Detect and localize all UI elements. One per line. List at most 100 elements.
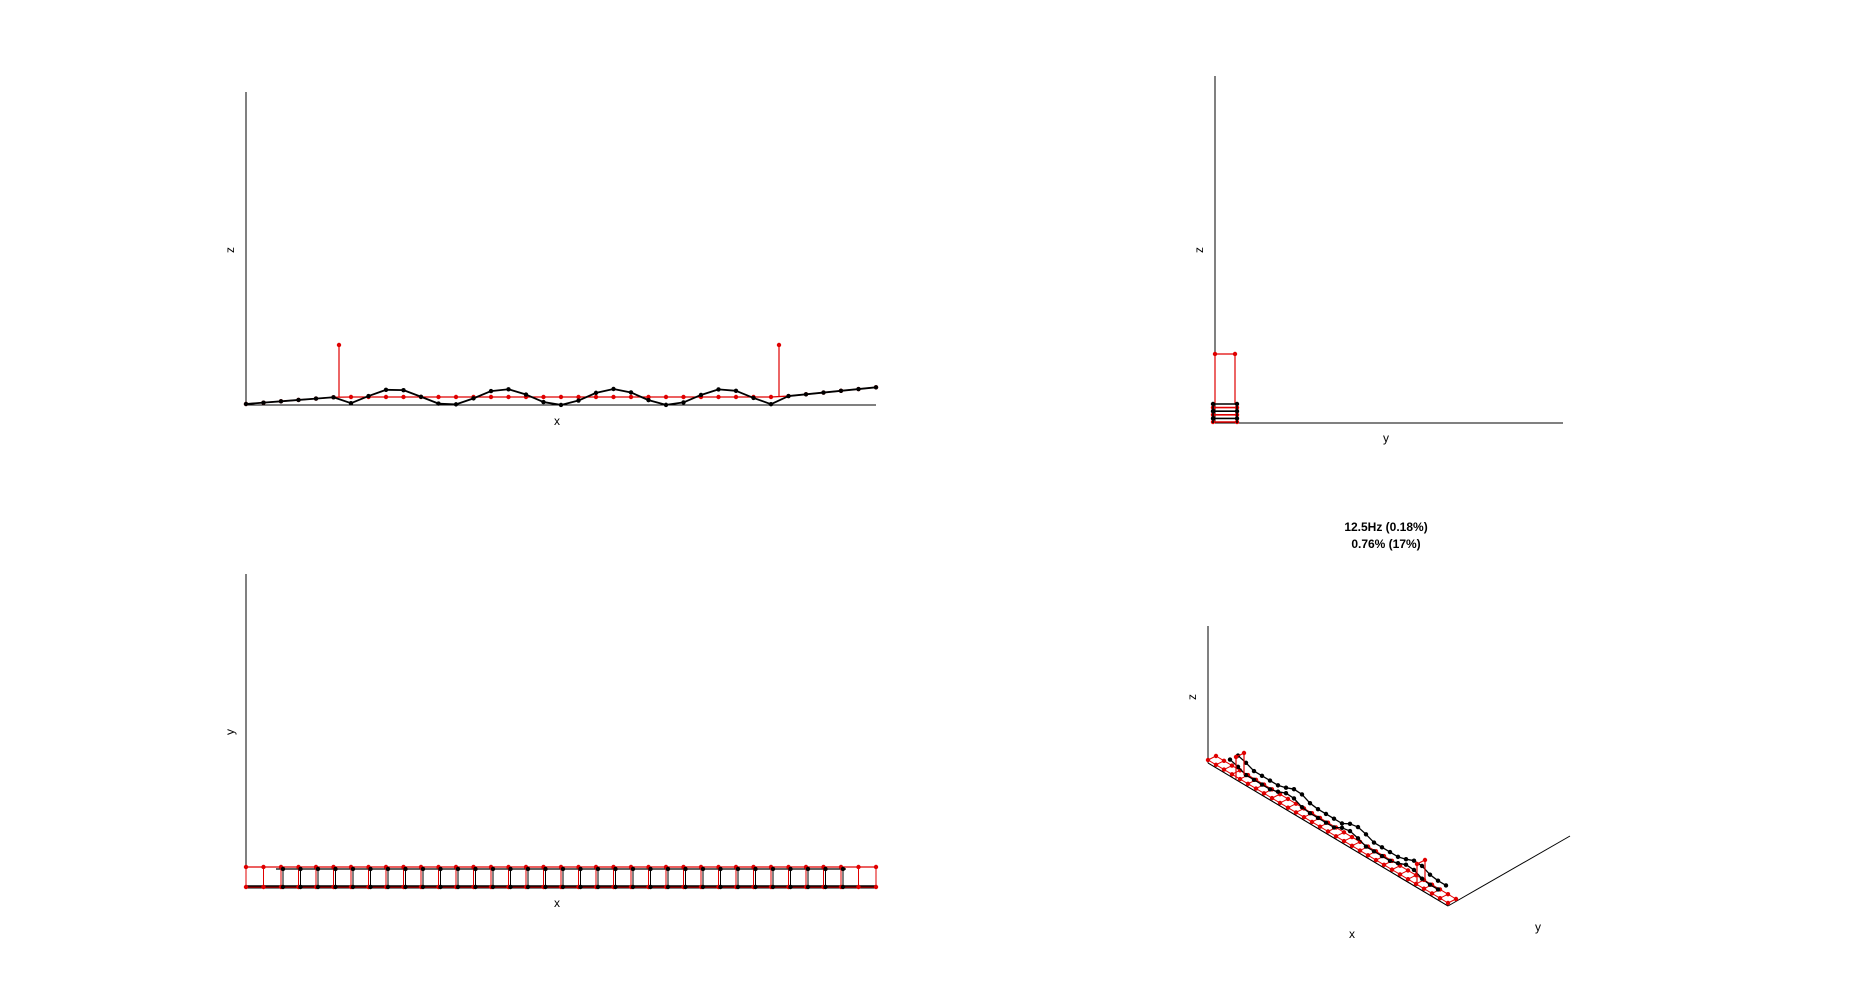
undeformed-node bbox=[261, 864, 266, 870]
deformed-node bbox=[770, 866, 776, 872]
deformed-deck-node bbox=[471, 396, 476, 401]
yz-z-axis-label: z bbox=[1192, 247, 1206, 253]
deformed-deck-segment bbox=[840, 388, 859, 392]
deformed-node bbox=[630, 884, 636, 890]
deformed-deck-segment bbox=[280, 399, 299, 403]
deformed-deck-segment bbox=[735, 389, 754, 399]
undeformed-node bbox=[856, 864, 861, 870]
deformed-node bbox=[298, 866, 303, 872]
deformed-node bbox=[770, 884, 776, 890]
deformed-deck-segment bbox=[560, 399, 579, 406]
deformed-deck-segment bbox=[403, 389, 422, 398]
deformed-deck-node bbox=[646, 397, 651, 403]
deformed-node bbox=[788, 884, 793, 890]
deformed-deck-node bbox=[663, 402, 669, 408]
deformed-deck-node bbox=[488, 388, 494, 394]
deformed-node bbox=[805, 866, 811, 872]
deformed-deck-edge-node bbox=[1443, 883, 1449, 888]
undeformed-deck-node bbox=[488, 394, 494, 400]
undeformed-deck-node bbox=[768, 394, 774, 400]
deformed-node bbox=[368, 884, 373, 890]
deformed-node bbox=[560, 866, 566, 872]
deformed-node bbox=[595, 866, 601, 872]
undeformed-cross-beam bbox=[1439, 893, 1449, 899]
deformed-deck-segment bbox=[770, 395, 789, 405]
deformed-deck-node bbox=[296, 397, 301, 403]
deformed-deck-segment bbox=[490, 388, 509, 393]
xy-x-axis-label: x bbox=[554, 896, 560, 910]
deformed-deck-edge-node bbox=[1363, 844, 1369, 849]
undeformed-cross-beam bbox=[1335, 831, 1345, 837]
undeformed-deck-node bbox=[716, 394, 721, 400]
deformed-node bbox=[840, 866, 846, 872]
deformed-node bbox=[683, 884, 688, 890]
deformed-node bbox=[753, 884, 758, 890]
deformed-node bbox=[473, 866, 478, 872]
pylon-top-node bbox=[776, 342, 782, 348]
deformed-deck-segment bbox=[858, 386, 877, 390]
deformed-deck-edge-node bbox=[1291, 786, 1297, 792]
yz-y-axis-label: y bbox=[1383, 431, 1389, 445]
mode-title-line1: 12.5Hz (0.18%) bbox=[1344, 520, 1427, 534]
deformed-deck-edge-node bbox=[1411, 867, 1417, 873]
deformed-deck-segment bbox=[543, 401, 562, 406]
deformed-node bbox=[490, 866, 496, 872]
undeformed-deck-node bbox=[506, 394, 511, 400]
deformed-deck-node bbox=[523, 392, 529, 397]
deformed-deck-segment bbox=[613, 388, 632, 394]
deformed-node bbox=[840, 884, 846, 890]
undeformed-deck-node bbox=[628, 394, 634, 400]
deformed-node bbox=[385, 866, 391, 872]
undeformed-cross-beam bbox=[1215, 760, 1225, 766]
deformed-node bbox=[735, 866, 741, 872]
panel-xz-elevation: x z bbox=[223, 92, 879, 428]
deformed-deck-segment bbox=[805, 391, 824, 396]
deformed-node bbox=[665, 884, 671, 890]
deformed-deck-segment bbox=[455, 397, 474, 406]
deformed-deck-segment bbox=[473, 390, 492, 400]
deformed-node bbox=[700, 884, 706, 890]
deformed-node bbox=[333, 884, 338, 890]
deformed-deck-edge-node bbox=[1371, 840, 1377, 845]
deformed-deck-edge-node bbox=[1259, 773, 1265, 779]
deformed-deck-edge-node bbox=[1339, 821, 1345, 826]
deformed-deck-edge-node bbox=[1387, 849, 1393, 855]
deformed-deck-edge-node bbox=[1435, 887, 1441, 892]
deformed-deck-edge-node bbox=[1275, 789, 1281, 794]
mode-title-line2: 0.76% (17%) bbox=[1351, 537, 1420, 551]
deformed-deck-node bbox=[611, 386, 616, 392]
undeformed-node bbox=[856, 884, 861, 890]
deformed-deck-node bbox=[593, 390, 599, 396]
deformed-deck-node bbox=[541, 399, 546, 405]
deformed-node bbox=[753, 866, 758, 872]
deformed-deck-edge-node bbox=[1395, 854, 1401, 860]
undeformed-deck-node bbox=[401, 394, 406, 400]
deformed-node bbox=[788, 866, 793, 872]
deformed-deck-node bbox=[383, 387, 389, 393]
panel-isometric: x y z bbox=[1185, 626, 1571, 941]
undeformed-cross-beam bbox=[1351, 841, 1361, 847]
undeformed-deck-node bbox=[663, 394, 669, 400]
deformed-node bbox=[823, 866, 828, 872]
deformed-node bbox=[438, 866, 443, 872]
deformed-node bbox=[315, 866, 321, 872]
deformed-deck-segment bbox=[578, 392, 597, 402]
deformed-node bbox=[823, 884, 828, 890]
deformed-deck-node bbox=[698, 392, 704, 398]
deformed-deck-edge-node bbox=[1339, 825, 1345, 831]
deformed-node bbox=[560, 884, 566, 890]
deformed-node bbox=[578, 866, 583, 872]
undeformed-cross-beam bbox=[1271, 793, 1281, 799]
deformed-deck-edge-node bbox=[1267, 787, 1273, 792]
undeformed-cross-beam bbox=[1223, 765, 1233, 770]
undeformed-cross-beam bbox=[1207, 755, 1217, 761]
deformed-deck-node bbox=[506, 387, 511, 392]
deformed-deck-node bbox=[856, 386, 861, 392]
deformed-deck-edge-node bbox=[1427, 872, 1433, 877]
deformed-deck-edge-node bbox=[1323, 820, 1329, 825]
deformed-deck-edge-node bbox=[1411, 858, 1417, 863]
deformed-node bbox=[508, 884, 513, 890]
deformed-deck-edge-node bbox=[1283, 790, 1289, 796]
deformed-deck-segment bbox=[508, 388, 527, 396]
deformed-deck-edge-node bbox=[1307, 800, 1313, 806]
